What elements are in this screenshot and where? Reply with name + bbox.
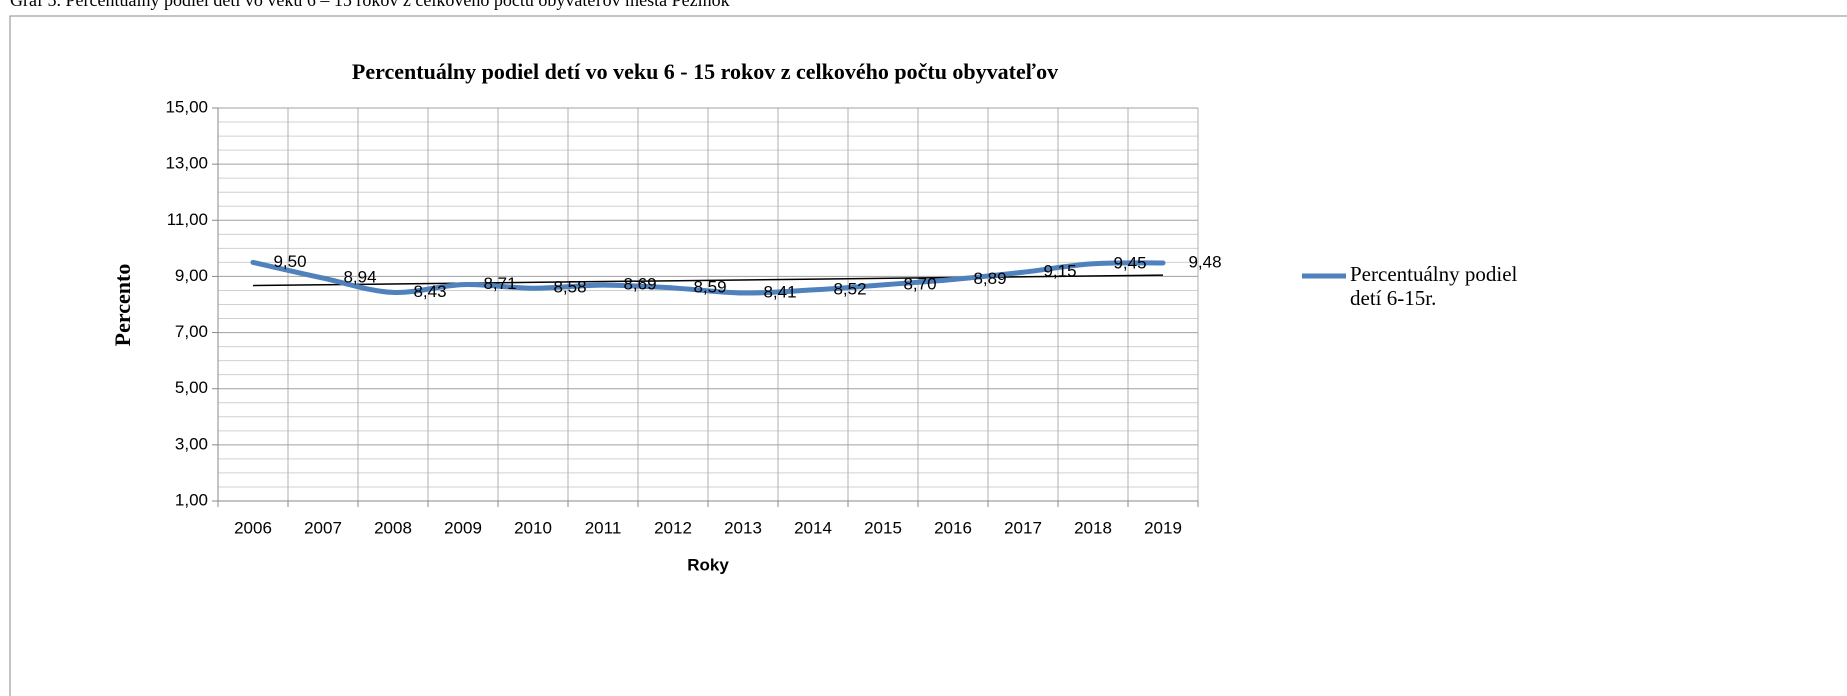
x-tick-label: 2007: [304, 518, 342, 537]
x-tick-label: 2016: [934, 518, 972, 537]
x-tick-label: 2006: [234, 518, 272, 537]
y-tick-label: 3,00: [175, 434, 208, 453]
x-tick-label: 2012: [654, 518, 692, 537]
data-label: 8,41: [763, 282, 796, 301]
data-label: 8,70: [903, 274, 936, 293]
data-label: 9,50: [273, 252, 306, 271]
data-label: 8,89: [973, 269, 1006, 288]
x-tick-label: 2013: [724, 518, 762, 537]
y-tick-label: 11,00: [167, 210, 208, 229]
x-tick-label: 2018: [1074, 518, 1112, 537]
data-label: 8,58: [553, 278, 586, 297]
data-label: 9,48: [1188, 252, 1221, 271]
data-label: 8,94: [343, 268, 376, 287]
y-axis-label: Percento: [110, 264, 135, 347]
trendline: [252, 274, 1164, 287]
x-tick-label: 2017: [1004, 518, 1042, 537]
y-tick-label: 9,00: [175, 266, 208, 285]
y-tick-label: 13,00: [165, 154, 208, 173]
y-tick-label: 15,00: [165, 97, 208, 116]
data-label: 9,15: [1043, 262, 1076, 281]
x-tick-label: 2011: [585, 518, 622, 537]
data-label: 8,71: [483, 274, 516, 293]
y-tick-label: 1,00: [175, 490, 208, 509]
data-label: 8,43: [413, 282, 446, 301]
data-label: 9,45: [1113, 253, 1146, 272]
y-tick-label: 7,00: [175, 322, 208, 341]
x-tick-label: 2015: [864, 518, 902, 537]
x-tick-label: 2008: [374, 518, 412, 537]
chart-frame: [9, 15, 1847, 696]
x-tick-label: 2009: [444, 518, 482, 537]
data-label: 8,59: [693, 277, 726, 296]
x-tick-label: 2019: [1144, 518, 1182, 537]
x-tick-label: 2010: [514, 518, 552, 537]
x-tick-label: 2014: [794, 518, 832, 537]
data-label: 8,52: [833, 279, 866, 298]
caption: Graf 5. Percentuálny podiel detí vo veku…: [10, 0, 730, 10]
chart-title: Percentuálny podiel detí vo veku 6 - 15 …: [352, 59, 1058, 84]
data-label: 8,69: [623, 275, 656, 294]
legend-label: Percentuálny podiel detí 6-15r.: [1350, 262, 1518, 310]
y-tick-label: 5,00: [175, 378, 208, 397]
x-axis-label: Roky: [687, 555, 729, 574]
series-line: [250, 259, 1166, 296]
